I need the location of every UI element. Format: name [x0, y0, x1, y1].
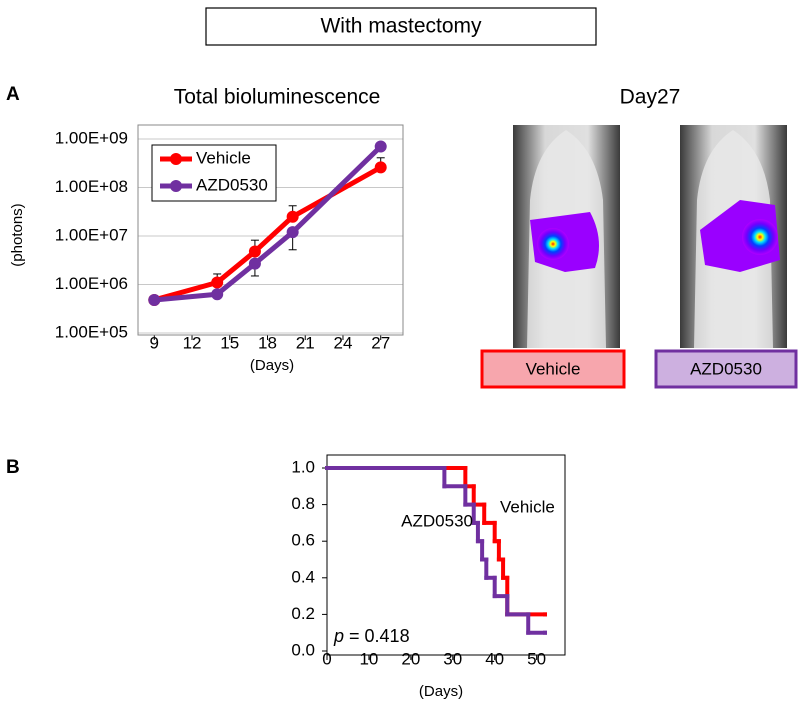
image-label-box: [654, 349, 798, 389]
header-box: [205, 7, 597, 46]
y-tick-label: 1.00E+07: [55, 225, 128, 244]
y-tick-label: 0.4: [291, 567, 315, 586]
annotation-text: = 0.418: [344, 626, 410, 646]
y-tick-label: 1.00E+09: [55, 128, 128, 147]
mouse-image: [680, 125, 787, 348]
data-point: [248, 257, 261, 270]
data-point: [286, 226, 299, 239]
data-point: [374, 140, 387, 153]
data-point: [286, 210, 299, 223]
x-tick-label: 24: [334, 333, 353, 352]
data-point: [374, 161, 387, 174]
x-tick-label: 18: [258, 333, 277, 352]
y-tick-label: 1.00E+06: [55, 274, 128, 293]
series-label: AZD0530: [401, 511, 473, 530]
image-label: Vehicle: [526, 359, 581, 378]
annotation: p = 0.418: [333, 626, 410, 646]
legend-marker: [170, 153, 182, 165]
chart-title: Total bioluminescence: [174, 86, 381, 109]
plot-frame: [326, 454, 566, 656]
header-title: With mastectomy: [320, 15, 482, 38]
x-axis-label: (Days): [419, 683, 463, 700]
x-tick-label: 9: [150, 333, 159, 352]
y-tick-label: 0.0: [291, 640, 315, 659]
y-tick-label: 0.6: [291, 531, 315, 550]
x-tick-label: 21: [296, 333, 315, 352]
plot-frame: [137, 124, 404, 336]
y-tick-label: 1.00E+08: [55, 177, 128, 196]
mouse-image: [513, 125, 620, 348]
data-point: [248, 245, 261, 258]
data-point: [211, 276, 224, 289]
legend-marker: [170, 180, 182, 192]
legend-label: AZD0530: [196, 175, 268, 194]
y-tick-label: 0.8: [291, 494, 315, 513]
y-tick-label: 1.00E+05: [55, 322, 128, 341]
y-tick-label: 0.2: [291, 604, 315, 623]
series-label: Vehicle: [500, 497, 555, 516]
annotation-italic: p: [333, 626, 344, 646]
image-title: Day27: [620, 86, 681, 109]
x-tick-label: 27: [371, 333, 390, 352]
y-axis-label: (photons): [9, 203, 26, 266]
panel-label: B: [6, 457, 20, 478]
legend-label: Vehicle: [196, 148, 251, 167]
x-axis-label: (Days): [250, 357, 294, 374]
x-tick-label: 12: [183, 333, 202, 352]
data-point: [211, 288, 224, 301]
y-tick-label: 1.0: [291, 457, 315, 476]
image-label: AZD0530: [690, 359, 762, 378]
data-point: [148, 293, 161, 306]
panel-label: A: [6, 84, 20, 105]
x-tick-label: 15: [220, 333, 239, 352]
image-label-box: [480, 349, 626, 389]
